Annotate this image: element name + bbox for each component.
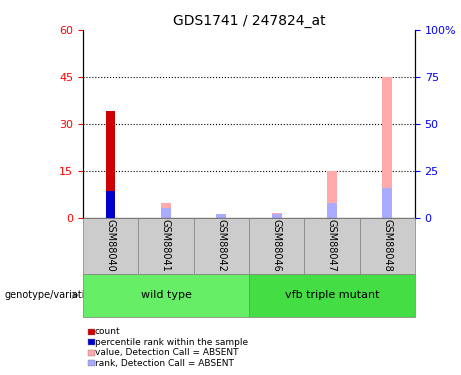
Bar xyxy=(161,203,171,217)
Title: GDS1741 / 247824_at: GDS1741 / 247824_at xyxy=(172,13,325,28)
Text: wild type: wild type xyxy=(141,290,191,300)
Text: GSM88042: GSM88042 xyxy=(216,219,226,272)
Bar xyxy=(327,202,337,217)
Bar xyxy=(106,191,115,217)
Text: GSM88041: GSM88041 xyxy=(161,219,171,272)
Text: count: count xyxy=(95,327,120,336)
Bar xyxy=(161,208,171,218)
Text: genotype/variation: genotype/variation xyxy=(5,290,97,300)
Bar xyxy=(382,188,392,218)
Text: rank, Detection Call = ABSENT: rank, Detection Call = ABSENT xyxy=(95,359,233,368)
Text: vfb triple mutant: vfb triple mutant xyxy=(285,290,379,300)
Bar xyxy=(216,214,226,217)
Text: value, Detection Call = ABSENT: value, Detection Call = ABSENT xyxy=(95,348,238,357)
Bar xyxy=(327,171,337,217)
Bar xyxy=(106,111,115,218)
Text: GSM88040: GSM88040 xyxy=(106,219,116,272)
Bar xyxy=(216,214,226,217)
Text: GSM88046: GSM88046 xyxy=(272,219,282,272)
Bar xyxy=(272,214,282,217)
Bar xyxy=(382,77,392,218)
Text: GSM88047: GSM88047 xyxy=(327,219,337,272)
Text: percentile rank within the sample: percentile rank within the sample xyxy=(95,338,248,347)
Bar xyxy=(272,213,282,217)
Text: GSM88048: GSM88048 xyxy=(382,219,392,272)
